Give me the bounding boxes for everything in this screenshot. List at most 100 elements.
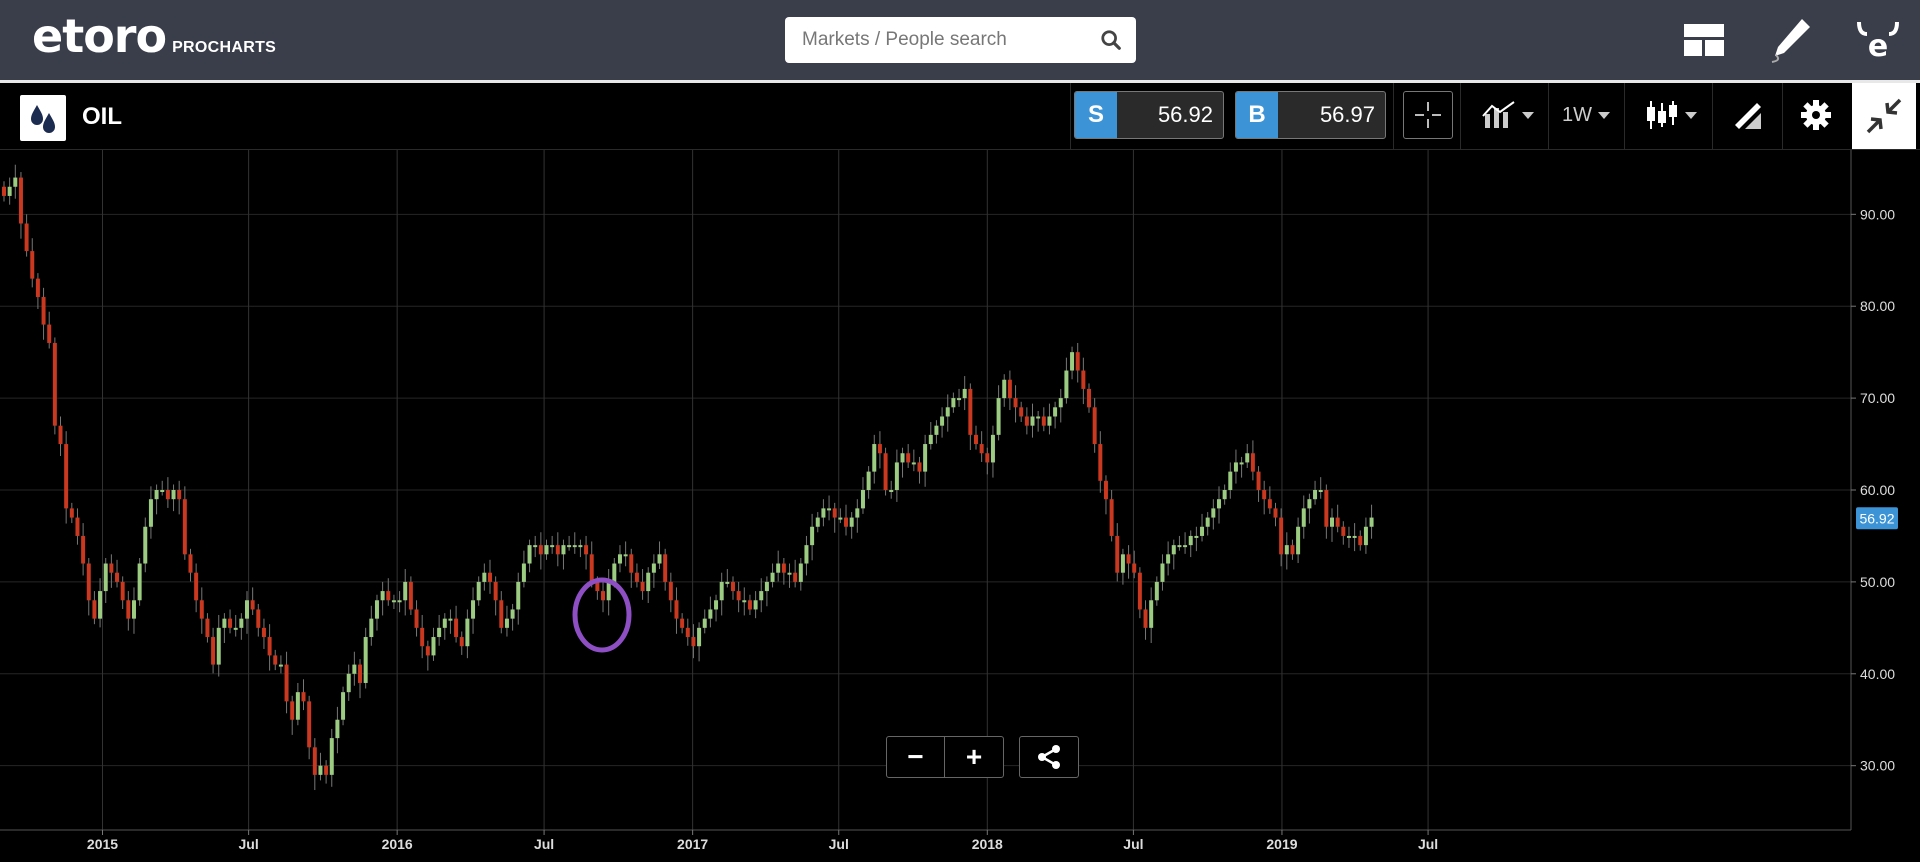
candle-down [81, 535, 86, 564]
candle-up [143, 526, 148, 564]
candle-up [1002, 379, 1007, 399]
candle-down [58, 425, 63, 445]
candle-up [448, 618, 453, 621]
candle-down [115, 572, 120, 582]
candle-down [250, 600, 255, 610]
candle-up [838, 517, 843, 520]
candle-up [804, 545, 809, 564]
candle-up [550, 545, 555, 548]
candle-down [674, 600, 679, 619]
candle-down [301, 692, 306, 702]
zoom-out-button[interactable]: − [887, 737, 945, 777]
share-button[interactable] [1019, 736, 1079, 778]
candle-up [911, 462, 916, 465]
indicators-dropdown[interactable] [1475, 91, 1541, 139]
price-tick-label: 90.00 [1860, 206, 1895, 222]
candlestick-icon [1647, 101, 1677, 129]
candle-down [205, 618, 210, 638]
price-tick-label: 30.00 [1860, 758, 1895, 774]
toolbar-separator [1712, 83, 1713, 150]
candle-up [278, 664, 283, 667]
candle-up [821, 508, 826, 518]
candle-down [979, 444, 984, 454]
candle-up [216, 627, 221, 665]
sell-price: 56.92 [1157, 102, 1213, 127]
search-box [785, 17, 1136, 63]
crosshair-button[interactable] [1403, 91, 1453, 139]
drawing-tools-icon [1735, 103, 1761, 129]
candle-up [962, 388, 967, 399]
candle-down [1279, 517, 1284, 555]
candle-down [1262, 490, 1267, 500]
last-price-marker: 56.92 [1856, 507, 1898, 530]
candle-up [860, 490, 865, 509]
candle-down [408, 581, 413, 610]
candle-up [244, 600, 249, 619]
candle-down [35, 278, 40, 298]
candle-down [420, 627, 425, 647]
candle-down [883, 453, 888, 490]
search-icon[interactable] [1100, 29, 1122, 51]
candle-up [1070, 352, 1075, 371]
candle-up [708, 609, 713, 619]
chart-type-dropdown[interactable] [1638, 91, 1704, 139]
candle-down [1132, 563, 1137, 573]
candle-up [1296, 526, 1301, 555]
candle-down [47, 324, 52, 343]
candle-down [634, 572, 639, 582]
candle-up [397, 600, 402, 603]
candle-down [165, 490, 170, 500]
candle-up [521, 563, 526, 582]
candle-down [1335, 517, 1340, 527]
candle-up [1245, 453, 1250, 463]
drawing-tools-button[interactable] [1722, 91, 1774, 139]
candle-up [1183, 545, 1188, 548]
candle-up [160, 490, 165, 492]
candle-up [815, 517, 820, 527]
candle-up [889, 490, 894, 492]
candle-up [7, 186, 12, 196]
candle-down [425, 646, 430, 656]
timeframe-dropdown[interactable]: 1W [1556, 91, 1616, 139]
candle-up [725, 581, 730, 584]
candle-up [1346, 535, 1351, 538]
candle-down [182, 499, 187, 555]
candle-down [312, 747, 317, 775]
etoro-logo[interactable]: etoro PROCHARTS [32, 13, 276, 59]
search-input[interactable] [802, 29, 1092, 51]
candle-up [646, 572, 651, 592]
highlight-circle [572, 577, 632, 653]
candle-up [1211, 508, 1216, 518]
chevron-down-icon [1598, 111, 1610, 119]
zoom-in-button[interactable]: + [965, 741, 983, 772]
candle-up [1313, 490, 1318, 500]
sell-button[interactable]: S 56.92 [1074, 91, 1224, 139]
candle-down [595, 581, 600, 592]
layout-icon[interactable] [1680, 16, 1728, 64]
candle-down [1115, 535, 1120, 573]
share-icon [1038, 745, 1060, 769]
candle-up [753, 600, 758, 610]
candle-up [1194, 535, 1199, 538]
buy-button[interactable]: B 56.97 [1235, 91, 1386, 139]
candle-down [211, 637, 216, 665]
exit-fullscreen-button[interactable] [1852, 83, 1916, 149]
etoro-bull-icon[interactable]: e [1854, 16, 1902, 64]
candle-up [1222, 490, 1227, 500]
candle-up [1047, 416, 1052, 426]
settings-button[interactable] [1790, 91, 1842, 139]
candle-up [810, 526, 815, 546]
candle-down [985, 453, 990, 463]
candle-up [352, 664, 357, 674]
pencil-icon[interactable] [1768, 16, 1816, 64]
candle-down [1087, 388, 1092, 408]
candle-up [928, 434, 933, 445]
candle-down [629, 554, 634, 573]
candle-down [64, 444, 69, 509]
toolbar-separator [1782, 83, 1783, 150]
candle-up [1363, 526, 1368, 546]
candle-down [844, 517, 849, 527]
candle-down [92, 600, 97, 619]
time-tick-label: Jul [238, 836, 258, 852]
price-chart[interactable]: 90.00 80.00 70.00 60.00 50.00 40.00 30.00 2015… [0, 150, 1920, 862]
